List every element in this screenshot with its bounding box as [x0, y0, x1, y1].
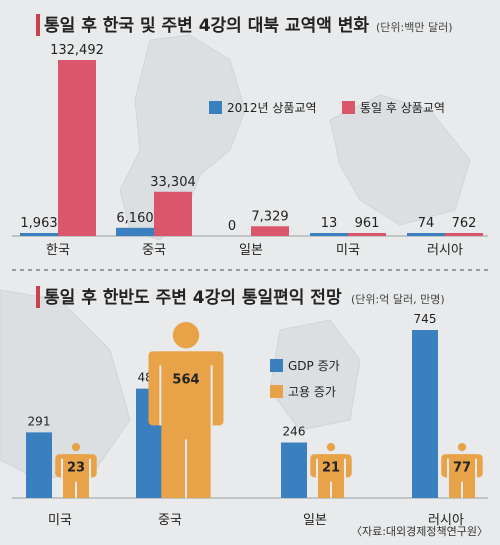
- bar-2012: [310, 233, 348, 236]
- legend-swatch-2012: [209, 101, 222, 114]
- category-label: 러시아: [427, 243, 463, 258]
- chart-benefit: 통일 후 한반도 주변 4강의 통일편익 전망 (단위:억 달러, 만명) GD…: [12, 286, 488, 528]
- job-person-figure: [55, 443, 97, 498]
- category-label: 러시아: [428, 513, 464, 528]
- gdp-bar: [281, 442, 307, 498]
- chart1-legend: 2012년 상품교역 통일 후 상품교역: [209, 101, 445, 115]
- gdp-value-label: 745: [414, 312, 437, 326]
- person-arm-gap: [316, 458, 318, 478]
- person-leg-gap: [461, 481, 463, 498]
- person-head: [71, 443, 81, 452]
- person-leg-gap: [185, 439, 187, 498]
- bar-after: [445, 233, 483, 236]
- job-person-figure: [148, 322, 224, 498]
- legend-label-gdp: GDP 증가: [288, 359, 340, 373]
- chart1-unit: (단위:백만 달러): [376, 21, 453, 34]
- bar-after: [348, 233, 386, 236]
- job-value-label: 21: [322, 460, 340, 475]
- bar-2012: [407, 233, 445, 236]
- bar-value-label: 33,304: [150, 175, 196, 190]
- bar-after: [251, 226, 289, 236]
- legend-swatch-after: [342, 101, 355, 114]
- chart2-marks: 29123미국485564중국24621일본74577러시아: [26, 312, 483, 528]
- title-marker: [36, 14, 40, 36]
- person-head: [326, 443, 336, 452]
- bar-value-label: 13: [321, 216, 338, 231]
- category-label: 한국: [46, 243, 70, 258]
- gdp-bar: [26, 432, 52, 498]
- job-value-label: 77: [453, 460, 471, 475]
- person-arm-gap: [210, 365, 213, 426]
- legend-label-2012: 2012년 상품교역: [227, 101, 317, 115]
- bar-value-label: 0: [228, 219, 236, 234]
- person-arm-gap: [61, 458, 63, 478]
- category-label: 일본: [303, 513, 327, 528]
- job-person-figure: [441, 443, 483, 498]
- person-leg-gap: [330, 481, 332, 498]
- chart2-legend: GDP 증가 고용 증가: [270, 359, 340, 399]
- chart2-title: 통일 후 한반도 주변 4강의 통일편익 전망: [44, 287, 342, 308]
- category-label: 미국: [48, 513, 72, 528]
- legend-label-after: 통일 후 상품교역: [360, 101, 445, 115]
- job-value-label: 564: [172, 372, 199, 387]
- gdp-value-label: 246: [283, 425, 306, 439]
- source-note: 〈자료:대외경제정책연구원〉: [351, 525, 488, 538]
- bar-value-label: 7,329: [251, 209, 288, 224]
- legend-label-jobs: 고용 증가: [288, 385, 336, 399]
- bar-value-label: 1,963: [20, 216, 57, 231]
- person-arm-gap: [89, 458, 91, 478]
- person-arm-gap: [475, 458, 477, 478]
- person-arm-gap: [159, 365, 162, 426]
- person-head: [457, 443, 467, 452]
- bar-value-label: 132,492: [50, 43, 104, 58]
- category-label: 중국: [142, 243, 166, 258]
- person-arm-gap: [344, 458, 346, 478]
- bar-after: [58, 60, 96, 236]
- chart2-unit: (단위:억 달러, 만명): [351, 293, 445, 306]
- bar-2012: [116, 227, 154, 236]
- bar-2012: [20, 233, 58, 236]
- bar-value-label: 6,160: [116, 211, 153, 226]
- bar-value-label: 961: [355, 216, 380, 231]
- gdp-bar: [412, 330, 438, 498]
- gdp-value-label: 291: [28, 414, 51, 428]
- bar-value-label: 74: [418, 216, 435, 231]
- bar-after: [154, 191, 192, 236]
- job-person-figure: [310, 443, 352, 498]
- legend-swatch-jobs: [270, 385, 283, 398]
- legend-swatch-gdp: [270, 359, 283, 372]
- title-marker-2: [36, 286, 40, 308]
- person-head: [172, 322, 200, 349]
- person-leg-gap: [75, 481, 77, 498]
- category-label: 미국: [336, 243, 360, 258]
- category-label: 일본: [239, 243, 263, 258]
- person-arm-gap: [447, 458, 449, 478]
- category-label: 중국: [158, 513, 182, 528]
- chart1-marks: 1,963 132,492 한국 6,160 33,304 중국 0 7,329 일본 13 961…: [20, 43, 483, 258]
- chart1-title: 통일 후 한국 및 주변 4강의 대북 교역액 변화: [44, 15, 369, 36]
- bar-value-label: 762: [452, 216, 477, 231]
- chart-trade: 통일 후 한국 및 주변 4강의 대북 교역액 변화 (단위:백만 달러) 20…: [12, 14, 488, 258]
- job-value-label: 23: [67, 460, 85, 475]
